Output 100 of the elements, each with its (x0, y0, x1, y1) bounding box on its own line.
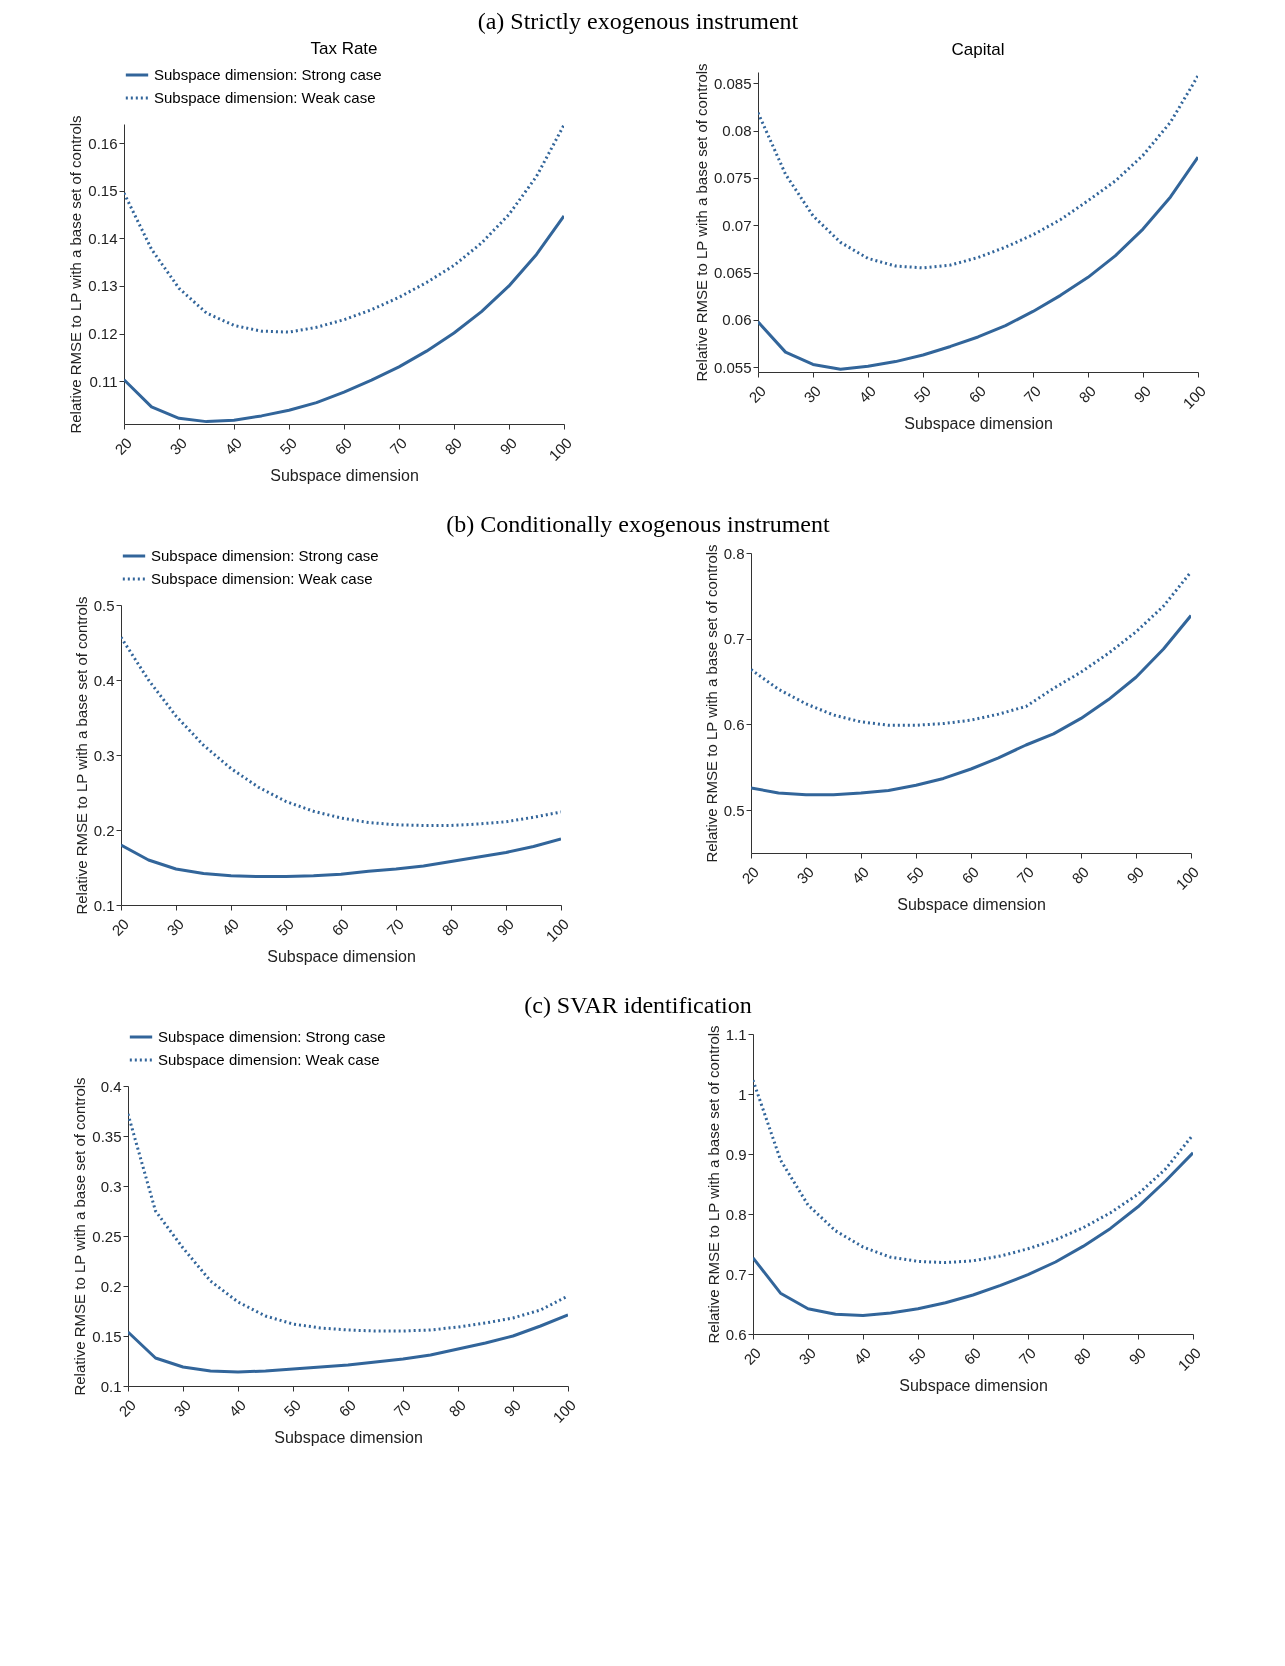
y-tick-label: 0.12 (87, 325, 117, 343)
line-series (127, 1313, 568, 1374)
y-tick-label: 0.6 (723, 715, 745, 733)
y-tick-label: 0.3 (100, 1177, 122, 1195)
x-axis-title: Subspace dimension (899, 1376, 1049, 1394)
x-axis-title: Subspace dimension (269, 466, 419, 484)
chart-title: Capital (951, 39, 1004, 59)
y-tick-label: 0.15 (92, 1327, 122, 1345)
y-tick-label: 1 (738, 1085, 747, 1103)
x-tick-label: 50 (905, 1344, 930, 1368)
x-tick-label: 40 (850, 1344, 875, 1368)
x-tick-label: 40 (218, 915, 243, 939)
y-tick-label: 0.13 (87, 277, 117, 295)
x-tick-label: 60 (335, 1396, 359, 1420)
x-tick-label: 100 (1172, 863, 1203, 893)
line-series (121, 837, 561, 878)
y-axis-title: Relative RMSE to LP with a base set of controls (692, 63, 710, 382)
x-tick-label: 100 (542, 915, 573, 945)
x-tick-label: 80 (1068, 863, 1093, 887)
x-tick-label: 50 (909, 382, 934, 406)
y-tick-label: 0.15 (87, 182, 117, 200)
x-tick-label: 20 (115, 1396, 139, 1420)
x-tick-label: 100 (549, 1396, 579, 1426)
y-tick-label: 0.065 (713, 264, 751, 282)
y-tick-label: 0.14 (87, 229, 117, 247)
line-series (753, 1078, 1194, 1265)
x-tick-label: 70 (1013, 863, 1038, 887)
x-axis-title: Subspace dimension (903, 414, 1053, 432)
x-tick-label: 30 (165, 434, 190, 458)
y-tick-label: 0.9 (725, 1145, 747, 1163)
y-tick-label: 0.1 (100, 1377, 122, 1395)
legend-label: Subspace dimension: Weak case (153, 89, 376, 106)
y-tick-label: 0.5 (93, 596, 115, 614)
y-tick-label: 0.8 (723, 544, 745, 562)
y-tick-label: 0.085 (713, 74, 751, 92)
line-series (757, 74, 1198, 270)
x-tick-label: 20 (110, 434, 135, 458)
y-tick-label: 0.4 (93, 671, 115, 689)
x-tick-label: 70 (383, 915, 408, 939)
text: (b) Conditionally exogenous instrument (445, 511, 831, 538)
x-tick-label: 100 (544, 434, 575, 464)
y-tick-label: 0.055 (713, 358, 751, 376)
x-tick-label: 30 (170, 1396, 194, 1420)
x-tick-label: 90 (495, 434, 520, 458)
x-tick-label: 80 (445, 1396, 469, 1420)
y-axis-title: Relative RMSE to LP with a base set of controls (704, 1025, 722, 1344)
x-tick-label: 60 (328, 915, 353, 939)
y-tick-label: 0.6 (725, 1325, 747, 1343)
x-tick-label: 90 (500, 1396, 524, 1420)
text: (a) Strictly exogenous instrument (476, 8, 800, 35)
legend-label: Subspace dimension: Strong case (157, 1028, 386, 1045)
y-tick-label: 0.16 (87, 134, 117, 152)
line-series (751, 614, 1191, 797)
line-series (751, 570, 1191, 727)
x-tick-label: 60 (330, 434, 355, 458)
x-tick-label: 40 (854, 382, 879, 406)
x-tick-label: 70 (385, 434, 410, 458)
y-tick-label: 0.1 (93, 896, 115, 914)
y-axis-title: Relative RMSE to LP with a base set of controls (71, 1077, 89, 1396)
y-tick-label: 0.075 (713, 169, 751, 187)
y-axis-title: Relative RMSE to LP with a base set of controls (702, 544, 720, 863)
x-tick-label: 80 (438, 915, 463, 939)
x-tick-label: 70 (1019, 382, 1044, 406)
y-tick-label: 0.3 (93, 746, 115, 764)
x-tick-label: 40 (848, 863, 873, 887)
x-tick-label: 90 (1125, 1344, 1150, 1368)
x-tick-label: 50 (275, 434, 300, 458)
x-axis-title: Subspace dimension (897, 895, 1046, 913)
x-tick-label: 100 (1174, 1344, 1205, 1374)
x-tick-label: 80 (1070, 1344, 1095, 1368)
x-tick-label: 20 (108, 915, 133, 939)
x-tick-label: 40 (225, 1396, 249, 1420)
x-tick-label: 90 (493, 915, 518, 939)
x-tick-label: 90 (1129, 382, 1154, 406)
legend-label: Subspace dimension: Strong case (151, 547, 379, 564)
x-tick-label: 20 (738, 863, 763, 887)
x-tick-label: 30 (793, 863, 818, 887)
y-tick-label: 0.2 (93, 821, 115, 839)
x-tick-label: 50 (280, 1396, 304, 1420)
x-tick-label: 80 (440, 434, 465, 458)
text: (c) SVAR identification (523, 992, 753, 1019)
y-tick-label: 0.5 (723, 801, 745, 819)
x-tick-label: 30 (795, 1344, 820, 1368)
line-series (123, 124, 564, 334)
y-tick-label: 0.8 (725, 1205, 747, 1223)
legend-label: Subspace dimension: Strong case (153, 66, 382, 83)
y-tick-label: 0.7 (725, 1265, 747, 1283)
x-axis-title: Subspace dimension (267, 947, 416, 965)
x-tick-label: 70 (390, 1396, 414, 1420)
y-tick-label: 0.06 (721, 311, 751, 329)
x-tick-label: 20 (740, 1344, 765, 1368)
line-series (753, 1151, 1194, 1317)
x-tick-label: 60 (960, 1344, 985, 1368)
y-tick-label: 1.1 (725, 1025, 747, 1043)
x-tick-label: 50 (903, 863, 928, 887)
chart-title: Tax Rate (309, 39, 378, 58)
y-axis-title: Relative RMSE to LP with a base set of controls (72, 596, 90, 915)
x-tick-label: 30 (163, 915, 188, 939)
x-tick-label: 40 (220, 434, 245, 458)
x-tick-label: 90 (1123, 863, 1148, 887)
